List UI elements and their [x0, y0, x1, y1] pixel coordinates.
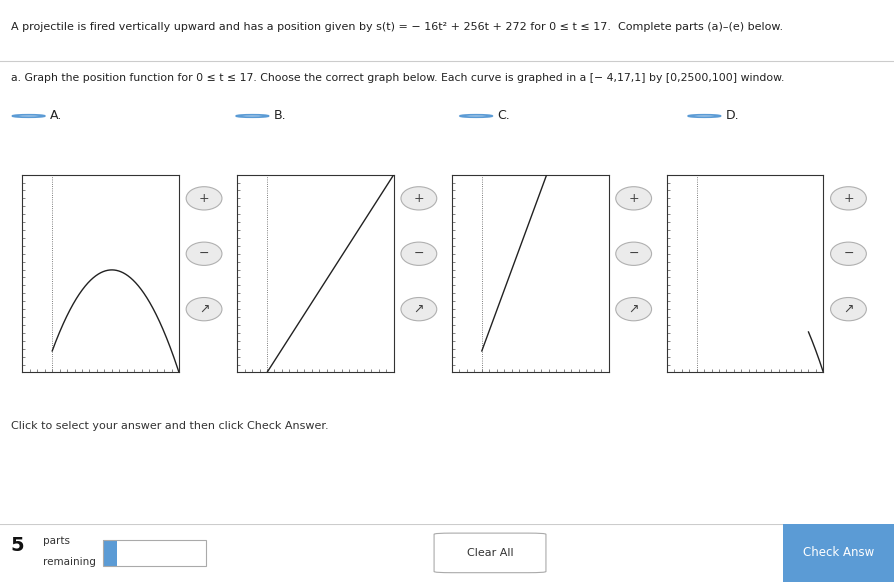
Text: −: −	[842, 247, 853, 260]
Text: −: −	[413, 247, 424, 260]
Circle shape	[401, 242, 436, 265]
Circle shape	[830, 187, 865, 210]
Text: ↗: ↗	[842, 303, 853, 315]
Text: A projectile is fired vertically upward and has a position given by s(t) = − 16t: A projectile is fired vertically upward …	[11, 23, 782, 33]
Text: +: +	[198, 192, 209, 205]
Text: ↗: ↗	[628, 303, 638, 315]
Circle shape	[830, 297, 865, 321]
Text: A.: A.	[50, 109, 63, 122]
Circle shape	[186, 187, 222, 210]
Text: +: +	[842, 192, 853, 205]
Text: a. Graph the position function for 0 ≤ t ≤ 17. Choose the correct graph below. E: a. Graph the position function for 0 ≤ t…	[11, 73, 783, 83]
Circle shape	[186, 297, 222, 321]
Circle shape	[186, 242, 222, 265]
Text: +: +	[628, 192, 638, 205]
Circle shape	[615, 242, 651, 265]
Text: Check Answ: Check Answ	[802, 546, 873, 559]
Text: Click to select your answer and then click Check Answer.: Click to select your answer and then cli…	[11, 421, 328, 431]
FancyBboxPatch shape	[103, 540, 117, 566]
Text: Clear All: Clear All	[466, 548, 513, 558]
Text: parts: parts	[43, 536, 70, 546]
Text: +: +	[413, 192, 424, 205]
Text: 5: 5	[11, 537, 24, 555]
FancyBboxPatch shape	[434, 533, 545, 573]
Circle shape	[615, 297, 651, 321]
Text: −: −	[198, 247, 209, 260]
Text: −: −	[628, 247, 638, 260]
Circle shape	[401, 297, 436, 321]
Circle shape	[830, 242, 865, 265]
Text: remaining: remaining	[43, 556, 96, 567]
Text: C.: C.	[497, 109, 510, 122]
FancyBboxPatch shape	[782, 524, 894, 582]
Text: B.: B.	[274, 109, 286, 122]
Circle shape	[401, 187, 436, 210]
Text: D.: D.	[725, 109, 738, 122]
Text: ↗: ↗	[198, 303, 209, 315]
Circle shape	[615, 187, 651, 210]
Text: ↗: ↗	[413, 303, 424, 315]
